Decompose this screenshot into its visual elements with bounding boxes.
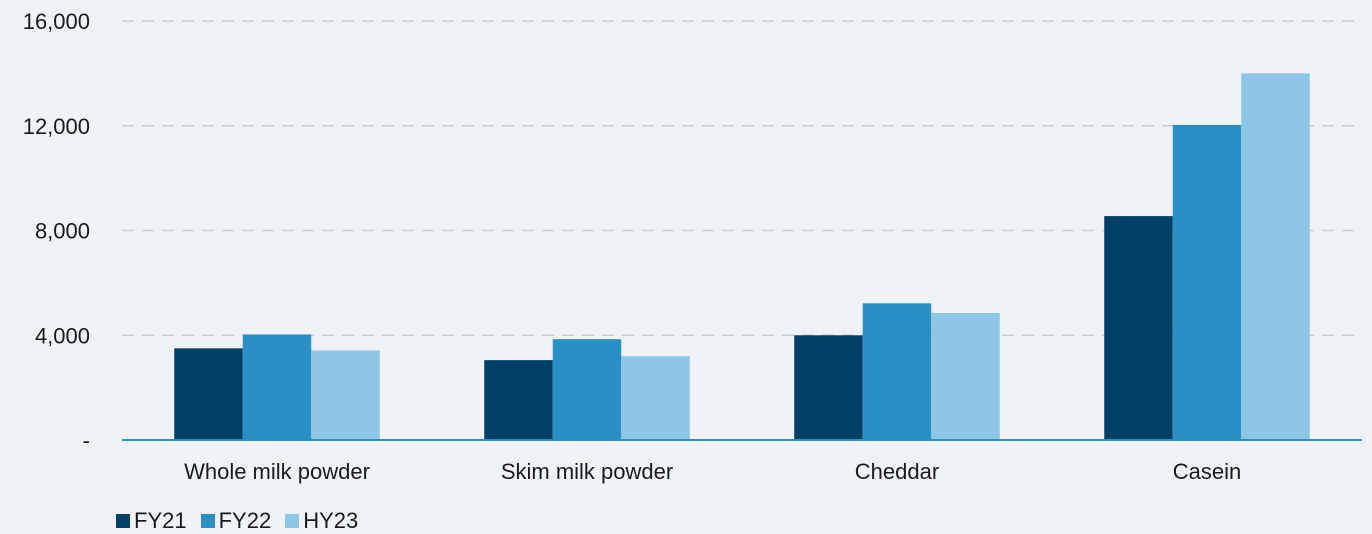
bar-fy22-casein bbox=[1172, 124, 1242, 440]
legend-swatch-hy23 bbox=[285, 514, 300, 528]
y-tick-label: 16,000 bbox=[23, 9, 90, 34]
y-tick-label: 8,000 bbox=[35, 219, 90, 244]
bar-hy23-casein bbox=[1241, 73, 1310, 440]
bar-hy23-whole-milk-powder bbox=[311, 350, 380, 440]
y-tick-label: 12,000 bbox=[23, 114, 90, 139]
y-axis-ticks: - 4,000 8,000 12,000 16,000 bbox=[23, 9, 90, 453]
y-tick-label: - bbox=[83, 428, 90, 453]
legend-item-fy22: FY22 bbox=[200, 508, 272, 534]
x-tick-label: Casein bbox=[1173, 459, 1241, 484]
gridlines bbox=[122, 20, 1362, 336]
bar-fy22-skim-milk-powder bbox=[552, 339, 622, 440]
bars bbox=[174, 73, 1310, 440]
x-tick-label: Skim milk powder bbox=[501, 459, 673, 484]
bar-chart: - 4,000 8,000 12,000 16,000 Whole milk powde… bbox=[23, 9, 1362, 484]
bar-fy21-casein bbox=[1104, 216, 1173, 440]
bar-hy23-cheddar bbox=[931, 312, 1000, 440]
legend-swatch-fy22 bbox=[200, 514, 215, 528]
bar-fy22-cheddar bbox=[862, 303, 932, 440]
legend: FY21 FY22 HY23 bbox=[116, 508, 372, 534]
legend-item-fy21: FY21 bbox=[116, 508, 187, 534]
legend-label-fy22: FY22 bbox=[218, 508, 272, 533]
legend-label-fy21: FY21 bbox=[134, 508, 187, 533]
x-axis-ticks: Whole milk powder Skim milk powder Cheddar… bbox=[184, 459, 1241, 484]
bar-fy21-skim-milk-powder bbox=[484, 360, 553, 440]
bar-fy21-whole-milk-powder bbox=[174, 348, 243, 440]
bar-fy22-whole-milk-powder bbox=[242, 334, 312, 440]
y-tick-label: 4,000 bbox=[35, 323, 90, 348]
legend-label-hy23: HY23 bbox=[303, 508, 359, 533]
x-tick-label: Cheddar bbox=[855, 459, 939, 484]
x-tick-label: Whole milk powder bbox=[184, 459, 370, 484]
legend-swatch-fy21 bbox=[116, 514, 130, 528]
legend-item-hy23: HY23 bbox=[285, 508, 358, 534]
bar-fy21-cheddar bbox=[794, 335, 863, 440]
bar-hy23-skim-milk-powder bbox=[621, 356, 690, 440]
